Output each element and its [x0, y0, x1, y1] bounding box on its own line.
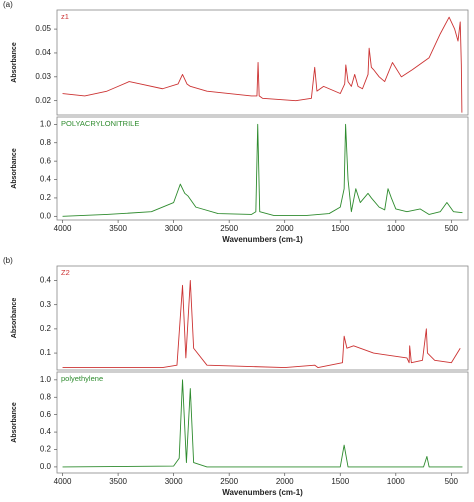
y-axis-label: Absorbance: [11, 148, 18, 189]
spectrum-line: [62, 379, 463, 468]
y-tick-label: 0.4: [40, 427, 52, 436]
y-axis-label: Absorbance: [11, 298, 18, 339]
plot-frame: [56, 265, 469, 371]
x-axis-label: Wavenumbers (cm-1): [222, 488, 303, 497]
plot-frame: [56, 9, 469, 116]
y-tick-label: 0.0: [40, 211, 52, 220]
x-tick-label: 1000: [387, 224, 405, 233]
y-tick-label: 0.8: [40, 138, 52, 147]
plot-frame: [56, 116, 469, 221]
y-axis-label: Absorbance: [11, 402, 18, 443]
y-tick-label: 0.02: [35, 96, 51, 105]
y-tick-label: 1.0: [40, 119, 52, 128]
x-tick-label: 2500: [220, 477, 238, 486]
legend-label: POLYACRYLONITRILE: [61, 119, 139, 128]
spectrum-line: [62, 16, 463, 113]
y-tick-label: 0.4: [40, 276, 52, 285]
x-tick-label: 1500: [331, 224, 349, 233]
y-tick-label: 0.6: [40, 410, 52, 419]
legend-label: z1: [61, 12, 69, 21]
x-tick-label: 3000: [165, 477, 183, 486]
x-tick-label: 3500: [109, 477, 127, 486]
x-tick-label: 1000: [387, 477, 405, 486]
y-tick-label: 0.2: [40, 445, 52, 454]
y-tick-label: 0.05: [35, 24, 51, 33]
spectrum-line: [62, 123, 463, 217]
spectrum-line: [62, 280, 461, 369]
y-tick-label: 0.04: [35, 48, 51, 57]
x-axis-label: Wavenumbers (cm-1): [222, 235, 303, 244]
x-tick-label: 4000: [54, 477, 72, 486]
x-tick-label: 3000: [165, 224, 183, 233]
y-tick-label: 0.0: [40, 462, 52, 471]
x-tick-label: 2500: [220, 224, 238, 233]
y-tick-label: 0.3: [40, 300, 52, 309]
y-tick-label: 0.2: [40, 193, 52, 202]
x-tick-label: 500: [445, 224, 459, 233]
y-tick-label: 0.4: [40, 175, 52, 184]
y-tick-label: 0.8: [40, 392, 52, 401]
x-tick-label: 2000: [276, 477, 294, 486]
panel-label: (a): [3, 0, 13, 9]
y-tick-label: 0.6: [40, 156, 52, 165]
y-tick-label: 0.1: [40, 348, 52, 357]
x-tick-label: 500: [445, 477, 459, 486]
x-tick-label: 3500: [109, 224, 127, 233]
y-tick-label: 1.0: [40, 375, 52, 384]
x-tick-label: 1500: [331, 477, 349, 486]
plot-frame: [56, 371, 469, 474]
legend-label: polyethylene: [61, 374, 103, 383]
y-axis-label: Absorbance: [11, 42, 18, 83]
x-tick-label: 2000: [276, 224, 294, 233]
x-tick-label: 4000: [54, 224, 72, 233]
y-tick-label: 0.03: [35, 72, 51, 81]
y-tick-label: 0.2: [40, 324, 52, 333]
panel-label: (b): [3, 256, 13, 265]
legend-label: Z2: [61, 268, 70, 277]
